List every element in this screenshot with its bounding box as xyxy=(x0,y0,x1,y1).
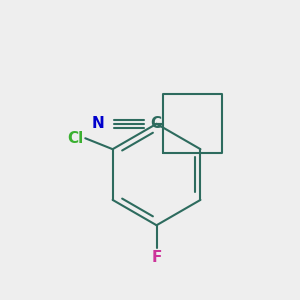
Text: C: C xyxy=(150,116,161,131)
Text: F: F xyxy=(152,250,162,265)
Text: Cl: Cl xyxy=(68,131,84,146)
Text: N: N xyxy=(92,116,104,131)
